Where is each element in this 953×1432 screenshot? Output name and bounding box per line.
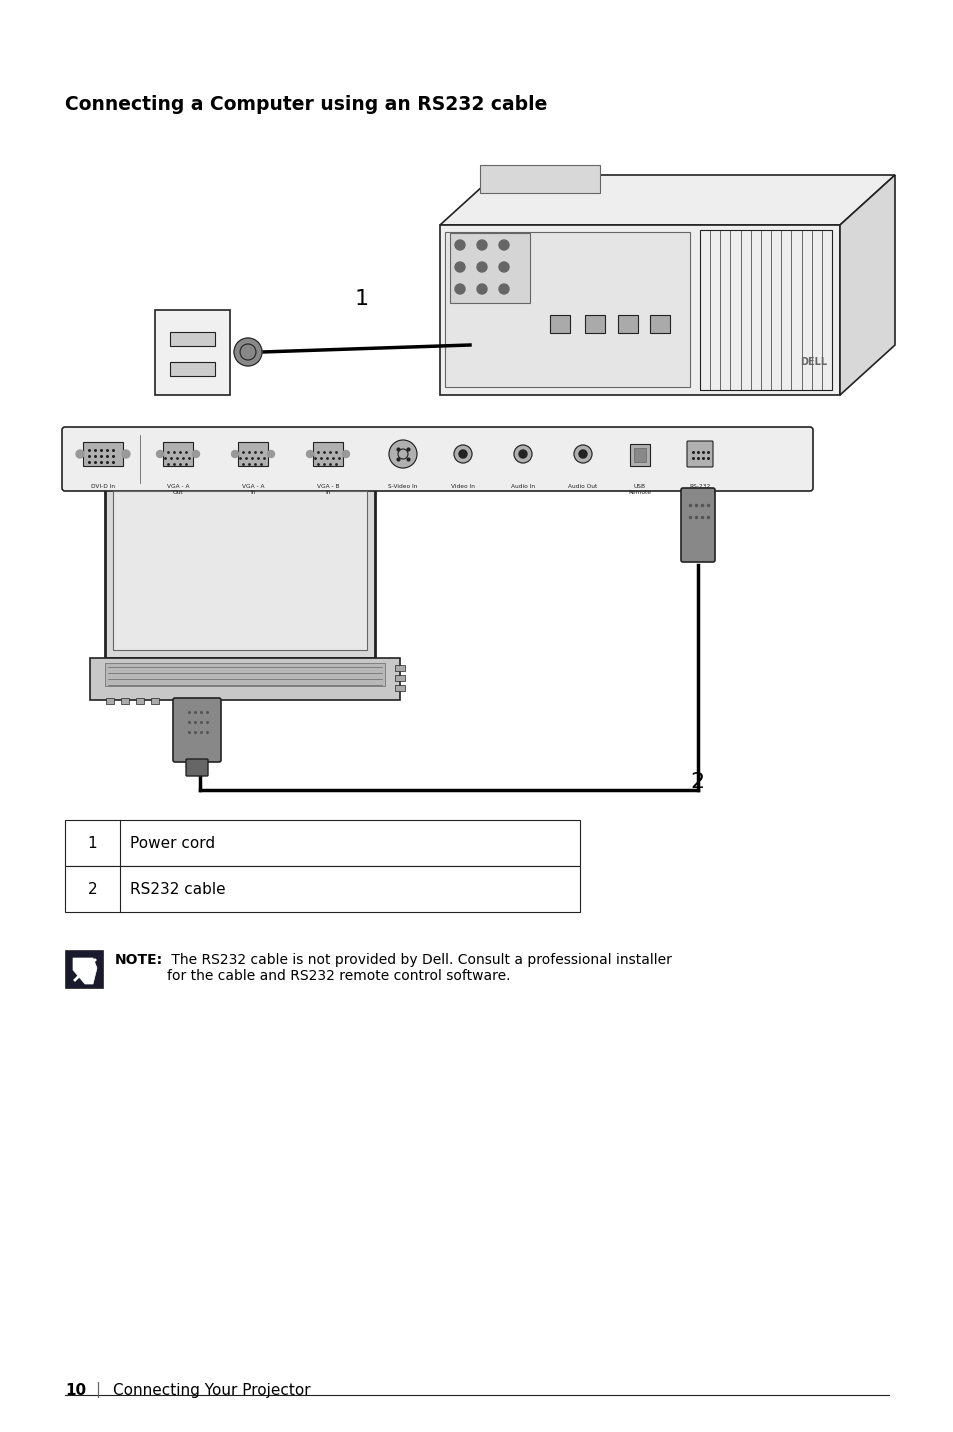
Text: Audio Out: Audio Out bbox=[568, 484, 597, 488]
Text: VGA - B
In: VGA - B In bbox=[316, 484, 339, 495]
Text: The RS232 cable is not provided by Dell. Consult a professional installer
for th: The RS232 cable is not provided by Dell.… bbox=[167, 954, 671, 984]
Text: USB
Remote: USB Remote bbox=[628, 484, 651, 495]
Circle shape bbox=[455, 284, 464, 294]
FancyBboxPatch shape bbox=[106, 697, 113, 705]
FancyBboxPatch shape bbox=[450, 233, 530, 304]
Circle shape bbox=[574, 445, 592, 463]
FancyBboxPatch shape bbox=[313, 442, 343, 465]
Text: 1: 1 bbox=[88, 835, 97, 851]
Text: 2: 2 bbox=[689, 772, 703, 792]
Circle shape bbox=[498, 241, 509, 251]
Circle shape bbox=[342, 451, 349, 457]
Polygon shape bbox=[840, 175, 894, 395]
Text: Connecting Your Projector: Connecting Your Projector bbox=[112, 1383, 311, 1398]
FancyBboxPatch shape bbox=[634, 448, 645, 463]
FancyBboxPatch shape bbox=[550, 315, 569, 334]
FancyBboxPatch shape bbox=[395, 674, 405, 682]
FancyBboxPatch shape bbox=[154, 309, 230, 395]
Text: 10: 10 bbox=[65, 1383, 86, 1398]
Text: Connecting a Computer using an RS232 cable: Connecting a Computer using an RS232 cab… bbox=[65, 95, 547, 115]
FancyBboxPatch shape bbox=[136, 697, 144, 705]
FancyBboxPatch shape bbox=[163, 442, 193, 465]
Text: 2: 2 bbox=[88, 882, 97, 896]
Text: |: | bbox=[95, 1382, 100, 1398]
Text: VGA - A
In: VGA - A In bbox=[241, 484, 264, 495]
FancyBboxPatch shape bbox=[170, 332, 214, 347]
Circle shape bbox=[232, 451, 238, 457]
Circle shape bbox=[76, 450, 84, 458]
FancyBboxPatch shape bbox=[83, 442, 123, 465]
FancyBboxPatch shape bbox=[649, 315, 669, 334]
FancyBboxPatch shape bbox=[65, 821, 579, 866]
Text: NOTE:: NOTE: bbox=[115, 954, 163, 967]
Circle shape bbox=[498, 284, 509, 294]
Circle shape bbox=[267, 451, 274, 457]
Circle shape bbox=[193, 451, 199, 457]
FancyBboxPatch shape bbox=[395, 684, 405, 692]
Circle shape bbox=[454, 445, 472, 463]
FancyBboxPatch shape bbox=[186, 759, 208, 776]
Text: Audio In: Audio In bbox=[511, 484, 535, 488]
FancyBboxPatch shape bbox=[112, 491, 367, 650]
Text: DELL: DELL bbox=[800, 357, 826, 367]
Circle shape bbox=[514, 445, 532, 463]
Circle shape bbox=[498, 262, 509, 272]
FancyBboxPatch shape bbox=[444, 232, 689, 387]
Circle shape bbox=[233, 338, 262, 367]
Polygon shape bbox=[73, 958, 97, 984]
FancyBboxPatch shape bbox=[105, 483, 375, 657]
Circle shape bbox=[455, 262, 464, 272]
Circle shape bbox=[518, 450, 526, 458]
Text: Video In: Video In bbox=[451, 484, 475, 488]
FancyBboxPatch shape bbox=[629, 444, 649, 465]
Text: S-Video In: S-Video In bbox=[388, 484, 417, 488]
Text: RS-232: RS-232 bbox=[689, 484, 710, 488]
Circle shape bbox=[476, 241, 486, 251]
Circle shape bbox=[476, 262, 486, 272]
Text: VGA - A
Out: VGA - A Out bbox=[167, 484, 189, 495]
FancyBboxPatch shape bbox=[172, 697, 221, 762]
Circle shape bbox=[156, 451, 163, 457]
Circle shape bbox=[458, 450, 467, 458]
FancyBboxPatch shape bbox=[479, 165, 599, 193]
FancyBboxPatch shape bbox=[686, 441, 712, 467]
FancyBboxPatch shape bbox=[62, 427, 812, 491]
FancyBboxPatch shape bbox=[439, 225, 840, 395]
FancyBboxPatch shape bbox=[395, 664, 405, 672]
FancyBboxPatch shape bbox=[151, 697, 159, 705]
Text: 1: 1 bbox=[355, 289, 369, 309]
FancyBboxPatch shape bbox=[105, 663, 385, 686]
Polygon shape bbox=[439, 175, 894, 225]
Circle shape bbox=[578, 450, 586, 458]
FancyBboxPatch shape bbox=[65, 949, 103, 988]
FancyBboxPatch shape bbox=[170, 362, 214, 377]
Circle shape bbox=[476, 284, 486, 294]
FancyBboxPatch shape bbox=[618, 315, 638, 334]
FancyBboxPatch shape bbox=[121, 697, 129, 705]
Circle shape bbox=[122, 450, 130, 458]
FancyBboxPatch shape bbox=[237, 442, 268, 465]
Circle shape bbox=[455, 241, 464, 251]
FancyBboxPatch shape bbox=[680, 488, 714, 561]
Circle shape bbox=[306, 451, 314, 457]
Text: DVI-D In: DVI-D In bbox=[91, 484, 115, 488]
Text: Power cord: Power cord bbox=[130, 835, 214, 851]
Text: RS232 cable: RS232 cable bbox=[130, 882, 226, 896]
FancyBboxPatch shape bbox=[584, 315, 604, 334]
FancyBboxPatch shape bbox=[65, 866, 579, 912]
FancyBboxPatch shape bbox=[90, 657, 399, 700]
Circle shape bbox=[389, 440, 416, 468]
